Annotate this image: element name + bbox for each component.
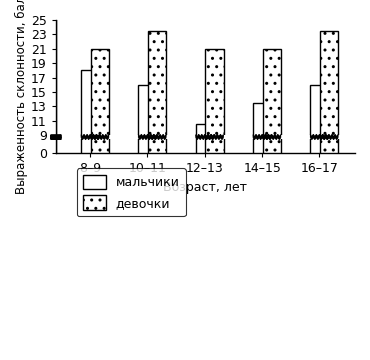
Bar	[196, 124, 214, 153]
Bar	[262, 49, 281, 153]
Bar	[91, 49, 109, 153]
Bar	[320, 31, 338, 153]
Bar	[205, 49, 223, 153]
Bar	[253, 103, 271, 153]
Bar	[81, 70, 99, 153]
Bar	[148, 31, 166, 153]
Y-axis label: Выраженность склонности, баллы: Выраженность склонности, баллы	[15, 0, 28, 194]
Legend: мальчики, девочки: мальчики, девочки	[77, 168, 186, 216]
Bar	[138, 85, 157, 153]
Bar	[56, 135, 354, 139]
X-axis label: Возраст, лет: Возраст, лет	[164, 181, 248, 194]
Bar	[310, 85, 329, 153]
